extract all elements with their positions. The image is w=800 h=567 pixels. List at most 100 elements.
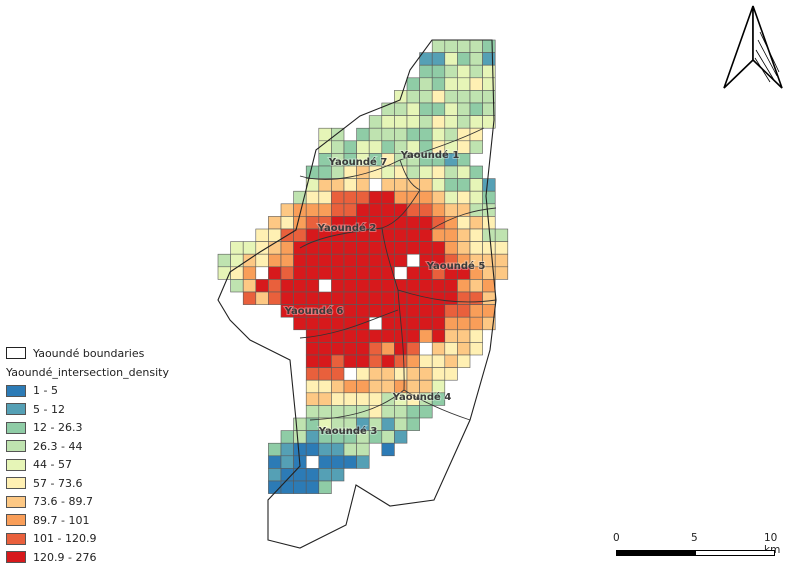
density-cell bbox=[217, 266, 231, 280]
density-cell bbox=[431, 203, 446, 217]
density-cell bbox=[368, 304, 383, 318]
density-cell bbox=[356, 241, 370, 255]
density-cell bbox=[482, 316, 496, 331]
density-cell bbox=[431, 190, 446, 205]
density-cell bbox=[318, 392, 332, 406]
scale-bar: 0 5 10 km bbox=[606, 532, 796, 562]
density-cell bbox=[255, 291, 269, 305]
map-legend: Yaoundé boundaries Yaoundé_intersection_… bbox=[6, 344, 226, 567]
density-cell bbox=[406, 241, 420, 255]
density-cell bbox=[394, 367, 408, 381]
density-cell bbox=[419, 115, 433, 129]
density-cell bbox=[331, 266, 345, 280]
density-cell bbox=[343, 266, 357, 280]
density-cell bbox=[444, 77, 458, 91]
density-cell bbox=[469, 342, 483, 356]
density-cell bbox=[457, 354, 471, 368]
density-cell bbox=[457, 216, 471, 230]
density-cell bbox=[444, 279, 458, 293]
density-cell bbox=[331, 455, 345, 469]
density-cell bbox=[406, 329, 420, 343]
density-cell bbox=[394, 405, 408, 419]
density-cell bbox=[469, 178, 483, 192]
district-boundary-line bbox=[429, 207, 497, 231]
density-cell bbox=[368, 190, 383, 205]
density-cell bbox=[482, 203, 496, 217]
density-cell bbox=[368, 392, 383, 406]
district-boundary-line bbox=[299, 189, 421, 249]
density-cell bbox=[381, 316, 395, 331]
density-cell bbox=[305, 316, 320, 331]
density-cell bbox=[381, 405, 395, 419]
density-cell bbox=[394, 342, 408, 356]
density-cell bbox=[419, 203, 433, 217]
density-cell bbox=[318, 266, 332, 280]
density-cell bbox=[419, 127, 433, 142]
legend-class-4: 44 - 57 bbox=[6, 456, 226, 475]
density-cell bbox=[356, 266, 370, 280]
density-cell bbox=[293, 216, 307, 230]
density-cell bbox=[356, 279, 370, 293]
density-cell bbox=[343, 203, 357, 217]
density-cell bbox=[482, 190, 496, 205]
legend-swatch bbox=[6, 440, 26, 453]
density-cell bbox=[280, 241, 294, 255]
density-cell bbox=[280, 203, 294, 217]
density-cell bbox=[457, 342, 471, 356]
density-cell bbox=[394, 203, 408, 217]
density-cell bbox=[331, 316, 345, 331]
density-cell bbox=[444, 329, 458, 343]
density-cell bbox=[331, 468, 345, 482]
density-cell bbox=[431, 39, 446, 53]
legend-class-0: 1 - 5 bbox=[6, 382, 226, 401]
density-cell bbox=[255, 279, 269, 293]
density-cell bbox=[331, 367, 345, 381]
district-boundary-line bbox=[399, 159, 421, 191]
density-cell bbox=[469, 64, 483, 79]
density-cell bbox=[280, 455, 294, 469]
density-cell bbox=[419, 228, 433, 242]
density-cell bbox=[381, 417, 395, 431]
density-cell bbox=[444, 115, 458, 129]
legend-class-9: 120.9 - 276 bbox=[6, 548, 226, 567]
density-cell bbox=[431, 279, 446, 293]
density-cell bbox=[293, 480, 307, 494]
district-boundary-line bbox=[403, 389, 471, 421]
density-cell bbox=[406, 417, 420, 431]
density-cell bbox=[469, 39, 483, 53]
density-cell bbox=[431, 102, 446, 116]
density-cell bbox=[217, 253, 231, 268]
density-cell bbox=[268, 216, 282, 230]
density-cell bbox=[457, 153, 471, 167]
district-boundary-line bbox=[309, 389, 405, 421]
legend-class-label: 73.6 - 89.7 bbox=[33, 495, 93, 509]
density-cell bbox=[356, 379, 370, 394]
density-cell bbox=[331, 279, 345, 293]
density-cell bbox=[305, 379, 320, 394]
density-cell bbox=[356, 442, 370, 457]
density-cell bbox=[343, 379, 357, 394]
density-cell bbox=[431, 354, 446, 368]
density-cell bbox=[230, 266, 244, 280]
density-cell bbox=[457, 140, 471, 154]
density-cell bbox=[444, 342, 458, 356]
legend-swatch bbox=[6, 532, 26, 545]
density-cell bbox=[406, 115, 420, 129]
legend-class-label: 1 - 5 bbox=[33, 384, 58, 398]
density-cell bbox=[419, 64, 433, 79]
legend-class-label: 26.3 - 44 bbox=[33, 439, 83, 453]
district-labels: Yaoundé 1 Yaoundé 2 Yaoundé 3 Yaoundé 4 Yaou… bbox=[283, 148, 487, 438]
density-cell bbox=[318, 241, 332, 255]
density-cell bbox=[318, 442, 332, 457]
density-cell bbox=[331, 392, 345, 406]
density-cell bbox=[444, 52, 458, 66]
density-cell bbox=[394, 354, 408, 368]
density-cell bbox=[356, 291, 370, 305]
density-cell bbox=[268, 266, 282, 280]
density-cell bbox=[444, 316, 458, 331]
density-cell bbox=[394, 417, 408, 431]
density-cell bbox=[482, 241, 496, 255]
density-cell bbox=[406, 291, 420, 305]
density-cell bbox=[482, 52, 496, 66]
density-cell bbox=[293, 279, 307, 293]
